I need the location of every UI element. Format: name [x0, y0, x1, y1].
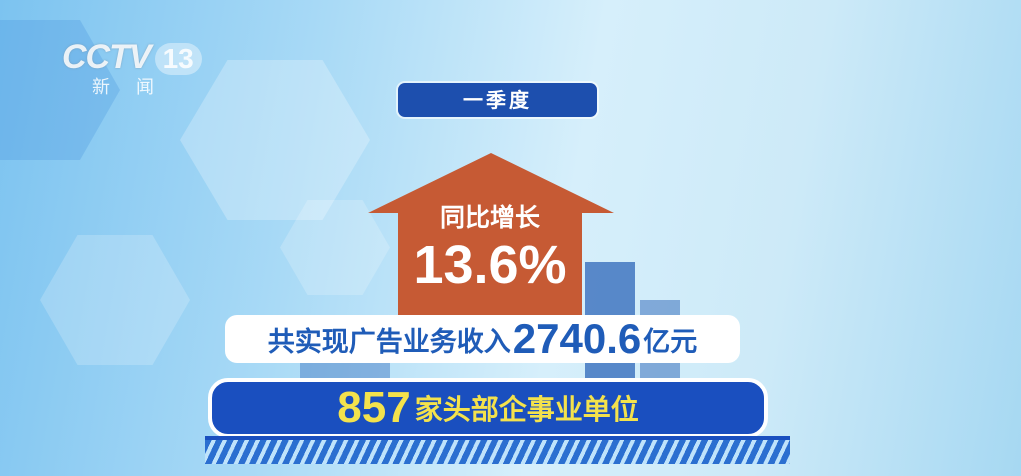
decor-building — [300, 360, 390, 380]
decor-hexagon — [180, 60, 370, 220]
revenue-box: 共实现广告业务收入 2740.6 亿元 — [225, 315, 740, 363]
logo-subtitle: 新闻 — [92, 77, 180, 97]
revenue-value: 2740.6 — [512, 315, 642, 362]
cctv13-logo: CCTV 13 新闻 — [62, 38, 202, 99]
logo-channel: 13 — [154, 43, 202, 75]
growth-label: 同比增长 — [439, 203, 540, 232]
period-label: 一季度 — [398, 83, 597, 117]
decor-hexagon — [40, 235, 190, 365]
revenue-unit: 亿元 — [643, 326, 698, 358]
up-arrow-icon — [368, 153, 614, 323]
decor-hexagon — [280, 200, 390, 295]
revenue-prefix: 共实现广告业务收入 — [267, 326, 511, 358]
decor-stripes — [205, 436, 790, 464]
entities-count: 857 — [337, 383, 411, 432]
entities-bar: 857 家头部企事业单位 — [208, 378, 768, 438]
growth-value: 13.6% — [413, 235, 567, 295]
entities-label: 家头部企事业单位 — [414, 393, 639, 426]
logo-brand: CCTV — [62, 38, 152, 76]
